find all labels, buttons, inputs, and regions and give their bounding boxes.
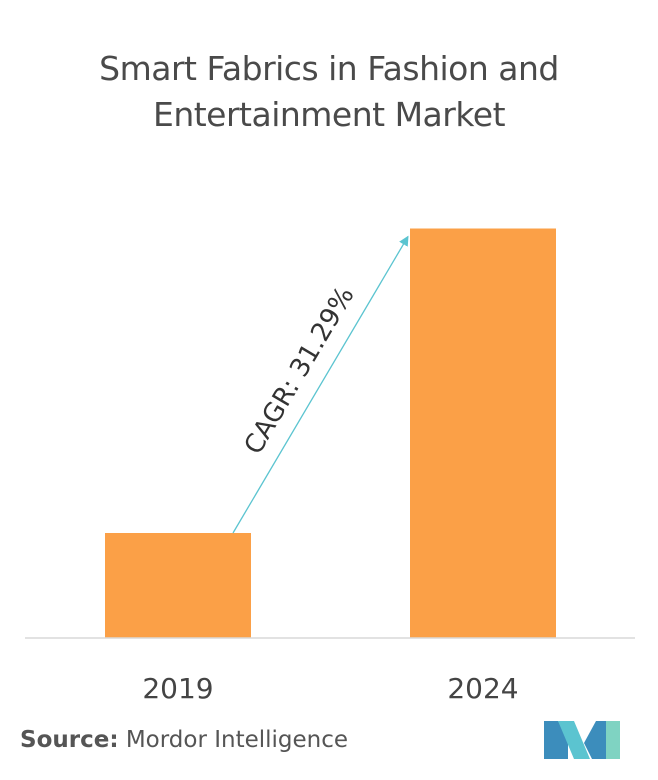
cagr-arrow <box>232 235 409 534</box>
x-tick-labels: 2019 2024 <box>142 672 518 705</box>
x-tick-label-2024: 2024 <box>447 672 518 705</box>
mordor-intelligence-logo-icon <box>544 721 620 759</box>
cagr-annotation: CAGR: 31.29% <box>239 282 361 460</box>
chart-title: Smart Fabrics in Fashion and Entertainme… <box>0 46 658 138</box>
bar-2019 <box>105 533 251 638</box>
source-label: Source: <box>20 727 119 753</box>
bar-2024 <box>410 228 556 638</box>
chart-title-line-1: Smart Fabrics in Fashion and <box>99 49 559 88</box>
bars-group <box>105 228 556 638</box>
source-text: Mordor Intelligence <box>125 727 349 753</box>
x-tick-label-2019: 2019 <box>142 672 213 705</box>
chart-title-line-2: Entertainment Market <box>152 95 506 134</box>
source-note: Source: Mordor Intelligence <box>20 727 348 753</box>
